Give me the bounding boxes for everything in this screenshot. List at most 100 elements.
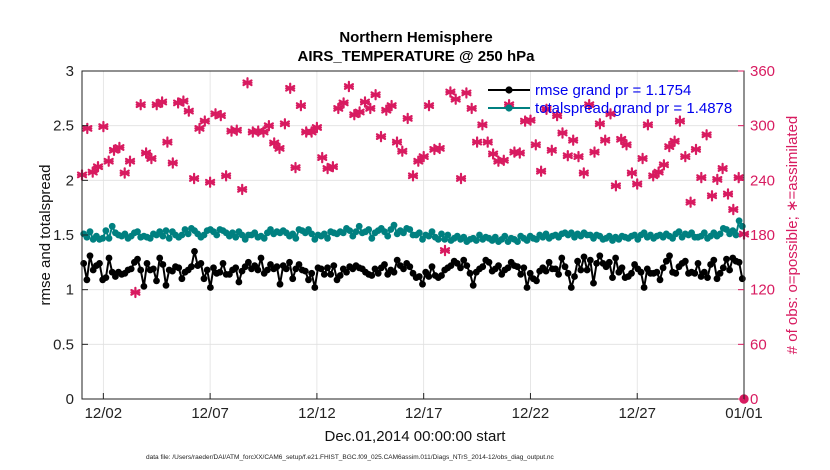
obs-point (600, 134, 611, 146)
rmse-point (457, 264, 464, 272)
obs-point (477, 119, 488, 131)
obs-point (418, 150, 429, 163)
rmse-point (143, 260, 151, 267)
obs-point (295, 99, 306, 112)
rmse-point (134, 255, 141, 263)
spread-point (700, 229, 708, 237)
rmse-point (691, 269, 699, 277)
rmse-point (466, 269, 474, 277)
spread-point (735, 217, 743, 225)
obs-point (194, 122, 205, 135)
obs-point (578, 167, 589, 179)
x-tick-label: 01/01 (725, 405, 763, 422)
rmse-point (735, 258, 743, 266)
obs-point (690, 143, 702, 156)
rmse-point (289, 275, 297, 283)
spread-point (178, 231, 186, 239)
rmse-point (514, 263, 521, 271)
spread-point (365, 226, 373, 233)
rmse-point (137, 266, 145, 274)
y-tick-label: 3 (66, 63, 74, 80)
x-axis-label: Dec.01,2014 00:00:00 start (325, 428, 507, 445)
rmse-point (311, 284, 319, 291)
obs-point (263, 119, 274, 132)
obs-point (664, 140, 675, 153)
spread-point (292, 234, 300, 242)
rmse-point (637, 268, 645, 276)
rmse-point (716, 269, 724, 277)
spread-point (308, 230, 316, 238)
rmse-point (672, 269, 680, 277)
spread-point (102, 227, 110, 235)
rmse-point (419, 280, 426, 288)
rmse-point (102, 274, 110, 281)
obs-point (541, 103, 552, 116)
rmse-point (593, 260, 600, 267)
rmse-point (175, 264, 183, 272)
rmse-point (460, 256, 468, 264)
spread-point (716, 230, 724, 238)
obs-point (488, 148, 499, 160)
obs-point (333, 102, 344, 115)
rmse-point (723, 255, 730, 263)
rmse-point (406, 263, 414, 271)
spread-point (99, 234, 107, 242)
spread-point (184, 230, 192, 238)
rmse-point (105, 254, 113, 262)
obs-point (680, 150, 691, 163)
obs-point (482, 136, 493, 148)
rmse-point (713, 275, 721, 283)
obs-point (466, 102, 477, 115)
rmse-point (479, 263, 487, 271)
obs-count-series (76, 77, 750, 404)
obs-point (124, 155, 136, 167)
obs-point (119, 167, 130, 179)
obs-point (215, 109, 226, 122)
spread-point (352, 228, 360, 236)
obs-point (157, 96, 168, 108)
spread-point (415, 229, 423, 237)
rmse-point (254, 266, 262, 274)
obs-point (589, 146, 600, 158)
obs-point (642, 119, 654, 131)
obs-point (616, 133, 627, 145)
obs-point (450, 93, 461, 105)
rmse-point (574, 257, 581, 265)
y2-tick-label: 240 (750, 172, 775, 189)
rmse-point (564, 269, 572, 277)
rmse-point (583, 266, 591, 274)
obs-point (701, 129, 712, 141)
rmse-point (586, 256, 594, 264)
rmse-point (545, 258, 553, 266)
obs-point (605, 108, 616, 120)
rmse-point (305, 276, 312, 284)
rmse-point (526, 269, 534, 277)
rmse-point (219, 260, 227, 267)
obs-point (434, 142, 445, 155)
rmse-point (156, 254, 164, 262)
obs-point (221, 170, 232, 182)
rmse-point (273, 263, 281, 271)
rmse-point (245, 258, 252, 266)
rmse-point (738, 275, 746, 283)
spread-point (355, 222, 363, 230)
rmse-point (210, 264, 217, 272)
rmse-point (162, 281, 170, 289)
rmse-point (469, 281, 477, 289)
rmse-point (188, 263, 195, 271)
spread-point (390, 221, 398, 229)
x-tick-label: 12/17 (405, 405, 443, 422)
spread-point (514, 238, 521, 246)
rmse-point (552, 265, 559, 273)
y-tick-label: 2.5 (53, 118, 74, 135)
rmse-point (178, 275, 186, 283)
obs-point (674, 115, 686, 127)
rmse-point (605, 258, 613, 266)
obs-point (178, 95, 189, 107)
rmse-point (662, 257, 670, 265)
obs-point (461, 87, 472, 99)
obs-point (573, 150, 584, 163)
obs-point (354, 106, 365, 118)
chart-subtitle: AIRS_TEMPERATURE @ 250 hPa (298, 48, 536, 65)
spread-point (738, 222, 746, 230)
